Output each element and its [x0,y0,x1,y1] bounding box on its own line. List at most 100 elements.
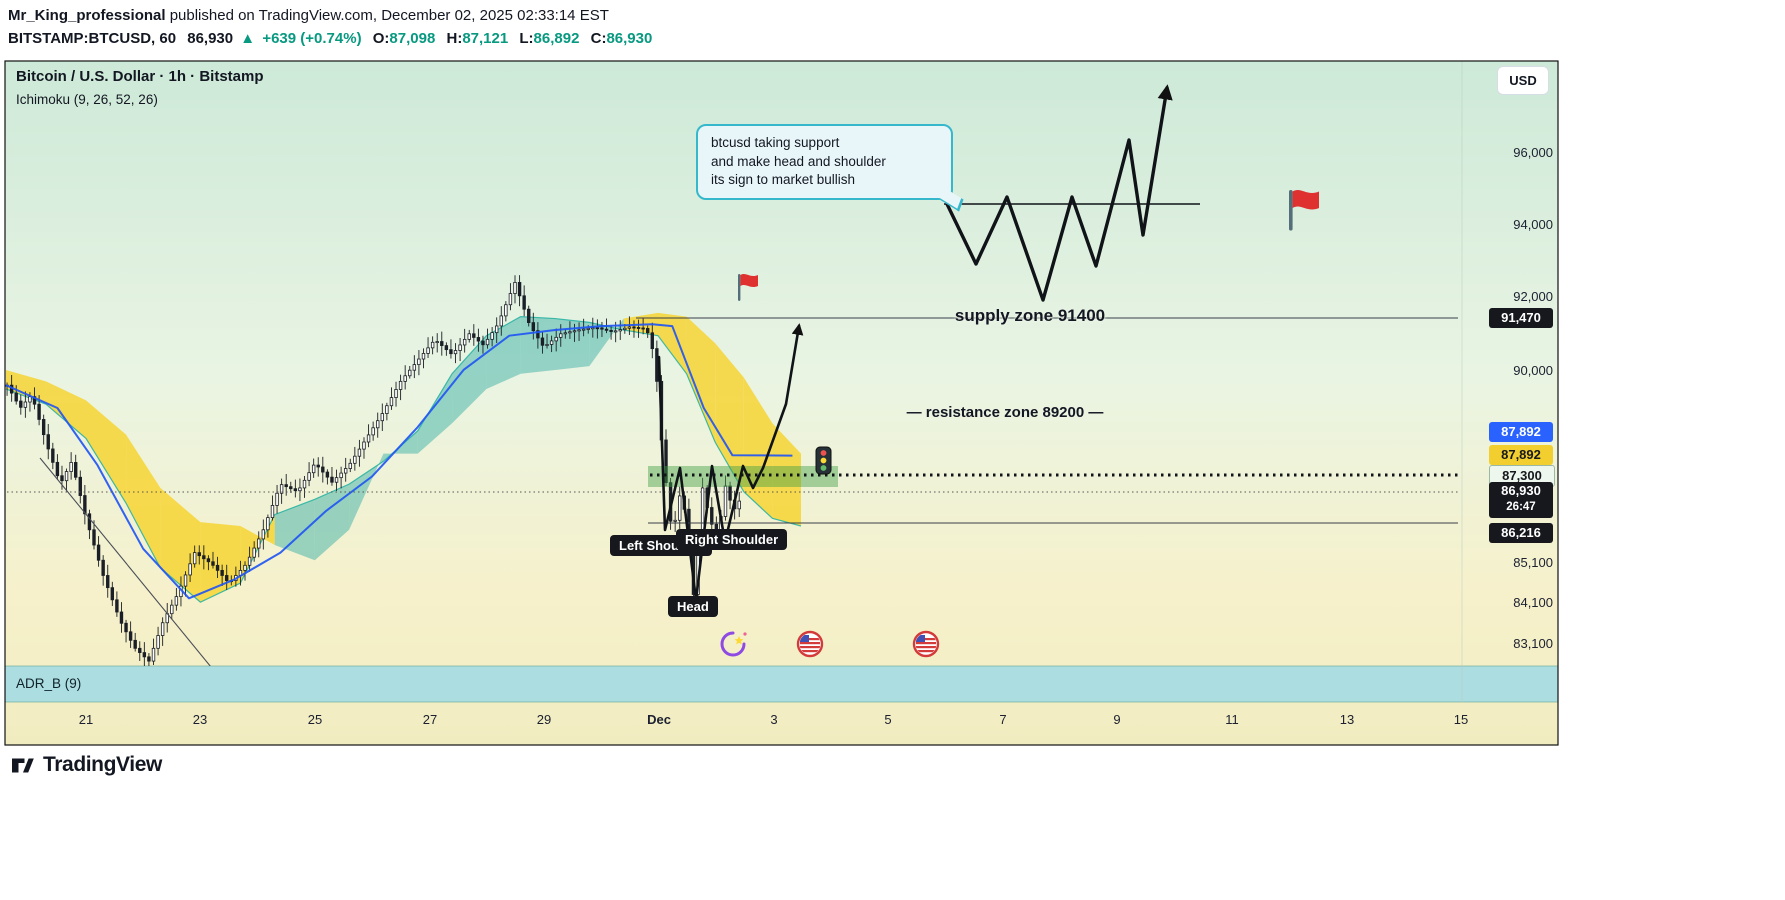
candle-body [69,462,73,472]
descending-trendline[interactable] [39,457,238,700]
candle-body [499,315,503,327]
candle-body [215,564,220,571]
candle-body [394,389,398,398]
flag-stripe [800,650,820,653]
published-line: Mr_King_professional published on Tradin… [8,7,609,24]
kijun-line [5,323,793,600]
candle-body [37,403,41,420]
candle-body [462,338,467,346]
adr-pane[interactable] [5,666,1558,702]
time-tick-label: 13 [1339,712,1355,727]
candle-body [604,328,609,331]
candle-body [156,635,160,649]
candle-body [128,631,133,641]
cloud-segment [86,400,127,504]
last-price: 86,930 [187,30,234,47]
dizzy-swirl [720,631,746,657]
candle-body [74,462,78,478]
cloud-segment [45,381,86,439]
candle-body [426,347,430,354]
dizzy-spark [743,632,747,636]
candle-body [211,561,215,566]
price-change: +639 (+0.74%) [262,30,362,47]
traffic-light-icon[interactable] [815,446,832,475]
callout-note[interactable]: btcusd taking support and make head and … [696,124,953,200]
currency-toggle-button[interactable]: USD [1497,66,1549,95]
flag-stripe [800,638,820,641]
tradingview-logo[interactable]: TradingView [10,752,162,778]
flag-stripe [800,646,820,649]
candle-body [261,529,266,540]
horizontal-levels[interactable] [7,203,1458,700]
candle-body [595,327,600,330]
candle-body [380,413,384,422]
candle-body [92,529,96,546]
candle-body [64,471,69,482]
symbol-title[interactable]: Bitcoin / U.S. Dollar · 1h · Bitstamp [16,68,264,85]
candle-body [60,475,64,482]
candle-body [600,327,604,330]
candle-body [51,448,55,463]
candle-body [302,479,307,489]
candle-body [586,327,590,330]
candle-body [723,485,728,517]
candle-body [609,329,613,332]
flag-stripe [916,638,936,641]
candle-body [325,471,330,478]
candle-body [19,400,23,408]
flag-icon[interactable] [738,273,758,301]
candle-body [554,336,558,342]
candle-body [96,544,101,561]
time-tick-label: 27 [422,712,438,727]
cloud-segment [686,316,716,443]
us-flag-emoji-icon[interactable] [912,630,940,658]
lower-indicator-label[interactable]: ADR_B (9) [16,676,82,691]
candle-body [632,326,636,329]
candle-body [183,574,188,587]
ichimoku-baseline [5,323,793,600]
candle-body [23,401,28,408]
candle-body [581,328,586,331]
flag-icon[interactable] [1289,189,1319,231]
sticker-icons[interactable] [720,189,1319,658]
candle-body [385,405,389,414]
candle-body [412,364,417,371]
candle-body [170,604,174,615]
candle-body [247,556,252,566]
candle-body [627,326,632,329]
time-axis[interactable]: 21 23 25 27 29 Dec 3 5 7 9 11 13 15 [0,702,1558,745]
cloud-segment [314,484,350,561]
right-shoulder-label[interactable]: Right Shoulder [676,529,788,550]
time-tick-label: 23 [192,712,208,727]
candle-body [32,396,37,405]
time-tick-label: 21 [78,712,94,727]
indicator-legend[interactable]: Ichimoku (9, 26, 52, 26) [16,92,158,107]
time-tick-label: Dec [647,712,671,727]
us-flag-emoji-icon[interactable] [796,630,824,658]
candle-body [440,341,444,346]
candle-body [206,558,211,563]
us-flag-stripes [800,635,820,653]
candle-body [188,563,192,576]
flag-pole [738,274,741,301]
low-label: L: [519,30,534,47]
candle-body [284,484,288,488]
candle-body [142,652,147,658]
chart-border [4,60,1559,746]
bullish-projection-drawing[interactable] [945,84,1173,302]
traffic-light-green [820,465,827,471]
flag-stripe [916,642,936,645]
resistance-zone-label[interactable]: — resistance zone 89200 — [906,404,1104,421]
candle-body [321,466,325,473]
candle-body [46,434,50,450]
candle-body [467,333,471,340]
candle-body [362,441,366,450]
head-label[interactable]: Head [668,596,718,617]
cloud-segment [772,423,801,526]
supply-zone-label[interactable]: supply zone 91400 [954,306,1106,325]
candle-body [348,462,352,469]
candle-body [545,344,549,346]
dizzy-emoji-icon[interactable] [720,631,747,657]
candle-body [563,332,568,335]
